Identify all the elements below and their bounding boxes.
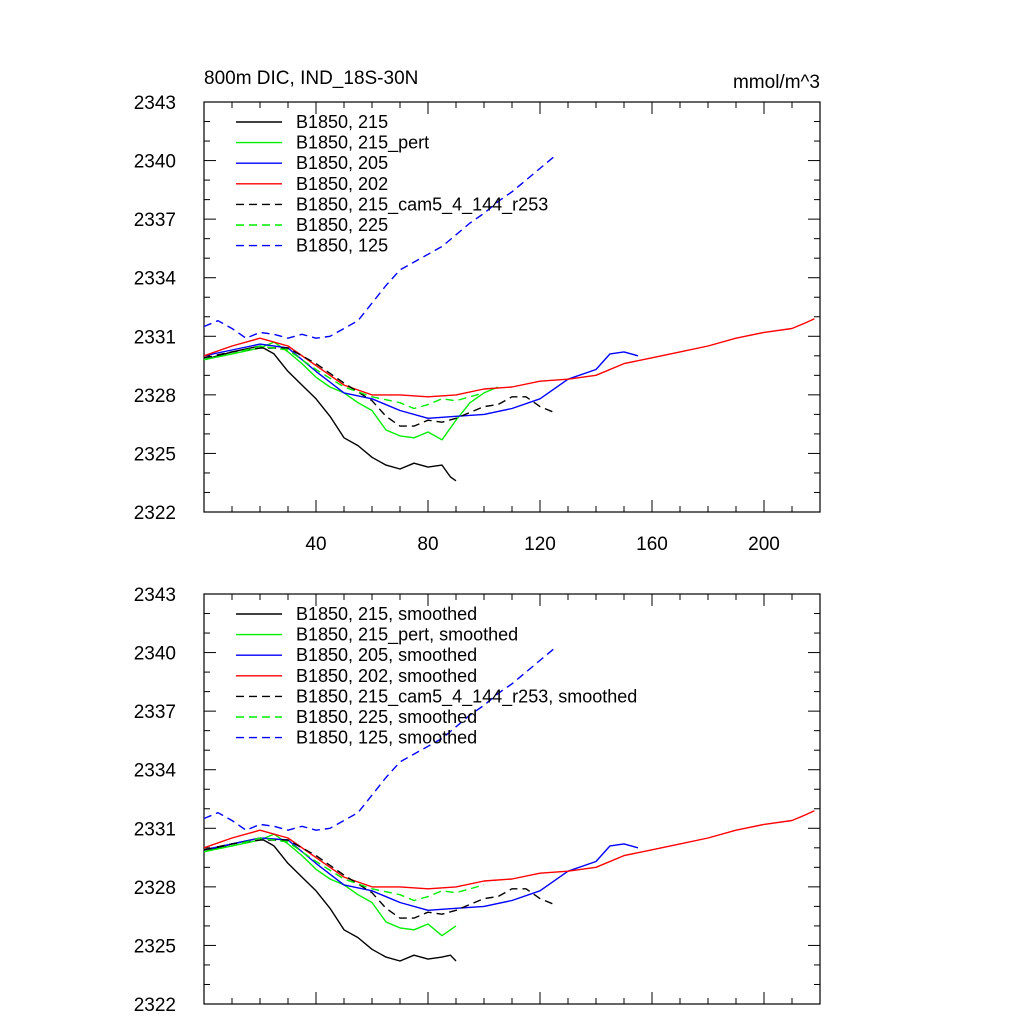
legend-label: B1850, 202, smoothed	[296, 666, 477, 686]
series-line	[203, 648, 555, 831]
series-line	[203, 318, 815, 398]
bottom-panel: 2322 2325 2328 2331 2334 2337 2340 2343 B1850, 2…	[134, 585, 821, 1016]
legend-label: B1850, 215_pert	[296, 133, 429, 154]
legend-label: B1850, 205	[296, 153, 388, 173]
legend-label: B1850, 205, smoothed	[296, 645, 477, 665]
y-tick-label: 2322	[134, 995, 176, 1016]
legend-label: B1850, 215, smoothed	[296, 604, 477, 624]
legend-label: B1850, 225, smoothed	[296, 707, 477, 727]
x-tick-label: 200	[748, 534, 780, 555]
series-line	[203, 833, 457, 937]
chart-title: 800m DIC, IND_18S-30N	[204, 68, 418, 89]
series-line	[203, 345, 485, 410]
y-tick-label: 2328	[134, 386, 176, 407]
series-line	[203, 345, 457, 482]
series-line	[203, 341, 499, 441]
top-panel: 800m DIC, IND_18S-30N mmol/m^3 2322 2325 2…	[134, 68, 821, 555]
y-tick-label: 2340	[134, 644, 176, 665]
y-tick-label: 2337	[134, 702, 176, 723]
series-line	[203, 837, 485, 902]
y-tick-label: 2328	[134, 878, 176, 899]
y-tick-label: 2334	[134, 269, 177, 290]
y-tick-label: 2325	[134, 936, 176, 957]
x-tick-label: 120	[524, 534, 556, 555]
legend-label: B1850, 125, smoothed	[296, 728, 477, 748]
series-line	[203, 837, 457, 962]
legend-label: B1850, 215_cam5_4_144_r253	[296, 194, 548, 215]
x-tick-label: 40	[305, 534, 326, 555]
y-tick-label: 2343	[134, 585, 176, 606]
legend-label: B1850, 215	[296, 112, 388, 132]
y-tick-label: 2331	[134, 327, 176, 348]
series-line	[203, 837, 639, 911]
y-tick-label: 2325	[134, 444, 176, 465]
y-tick-label: 2334	[134, 761, 177, 782]
units-label: mmol/m^3	[733, 72, 820, 93]
series-line	[203, 343, 639, 419]
legend-label: B1850, 215_cam5_4_144_r253, smoothed	[296, 686, 637, 707]
x-tick-label: 160	[636, 534, 668, 555]
series-line	[203, 810, 815, 890]
y-tick-label: 2322	[134, 503, 176, 524]
y-tick-label: 2343	[134, 93, 176, 114]
legend-label: B1850, 225	[296, 215, 388, 235]
legend-label: B1850, 202	[296, 174, 388, 194]
y-tick-label: 2340	[134, 152, 176, 173]
series-line	[203, 156, 555, 339]
y-tick-label: 2337	[134, 210, 176, 231]
x-tick-label: 80	[417, 534, 438, 555]
y-tick-label: 2331	[134, 819, 176, 840]
legend-label: B1850, 215_pert, smoothed	[296, 625, 518, 646]
legend-label: B1850, 125	[296, 236, 388, 256]
